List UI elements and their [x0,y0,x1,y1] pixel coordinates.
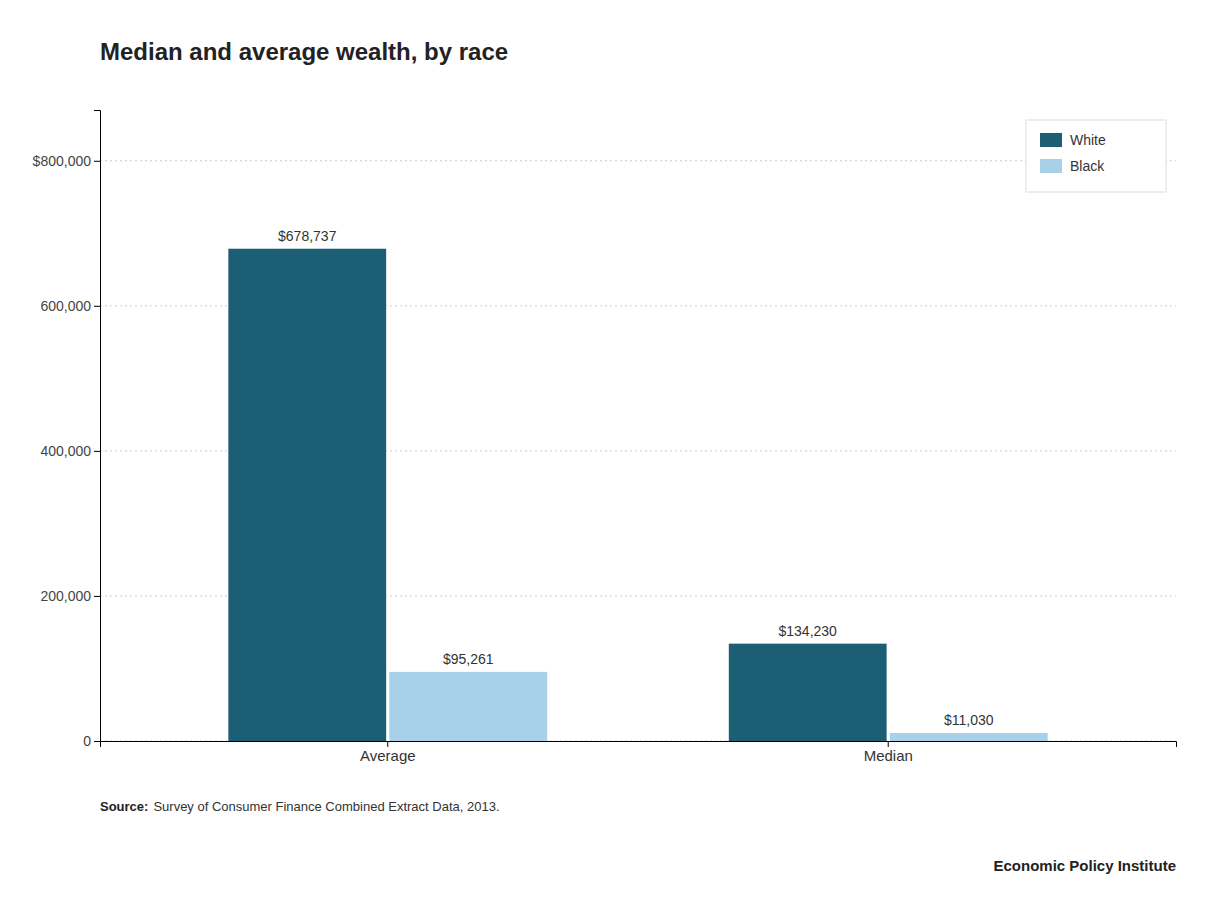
y-axis-line [94,111,101,742]
y-tick-mark [94,451,100,452]
y-tick: 200,000 [40,588,100,604]
y-tick: 400,000 [40,443,100,459]
bar [228,249,386,741]
source-label: Source: [100,799,148,814]
bar [729,644,887,741]
y-tick-mark [94,161,100,162]
plot: 0 200,000 400,000 600,000 $800,000 Average Med… [33,111,1177,764]
y-tick: 600,000 [40,298,100,314]
data-label: $134,230 [779,623,838,639]
y-axis: 0 200,000 400,000 600,000 $800,000 [33,111,101,749]
bars [228,249,1047,741]
x-tick-label: Average [360,747,416,764]
legend-label: White [1070,132,1106,148]
x-tick: Median [864,741,913,764]
y-tick-mark [94,741,100,742]
legend-swatch [1040,159,1062,173]
x-tick: Average [360,741,416,764]
y-tick-mark [94,306,100,307]
legend-label: Black [1070,158,1105,174]
x-axis: Average Median [101,741,1177,764]
source-text: Survey of Consumer Finance Combined Extr… [153,799,499,814]
x-axis-line [101,742,1177,748]
y-tick-label: 600,000 [40,298,91,314]
legend-swatch [1040,133,1062,147]
title: Median and average wealth, by race [100,38,508,65]
institute-note: Economic Policy Institute [993,857,1176,874]
legend-frame [1026,120,1166,192]
grid-line [100,160,1176,161]
chart: Median and average wealth, by race 0 200,0… [0,0,1216,921]
legend-item: White [1040,132,1106,148]
y-tick-label: 400,000 [40,443,91,459]
legend: White Black [1026,120,1166,192]
bar [389,672,547,741]
y-tick-label: $800,000 [33,153,92,169]
data-labels: $678,737 $134,230 $95,261 $11,030 [278,228,994,728]
y-tick-label: 0 [83,733,91,749]
data-label: $678,737 [278,228,337,244]
grid [100,161,1176,741]
y-tick: $800,000 [33,153,100,169]
data-label: $11,030 [944,712,994,728]
data-label: $95,261 [443,651,494,667]
source-note: Source: Survey of Consumer Finance Combin… [100,799,500,814]
x-tick-label: Median [864,747,913,764]
legend-item: Black [1040,158,1105,174]
y-tick-label: 200,000 [40,588,91,604]
y-tick-mark [94,596,100,597]
y-tick: 0 [83,733,100,749]
bar [890,733,1048,741]
